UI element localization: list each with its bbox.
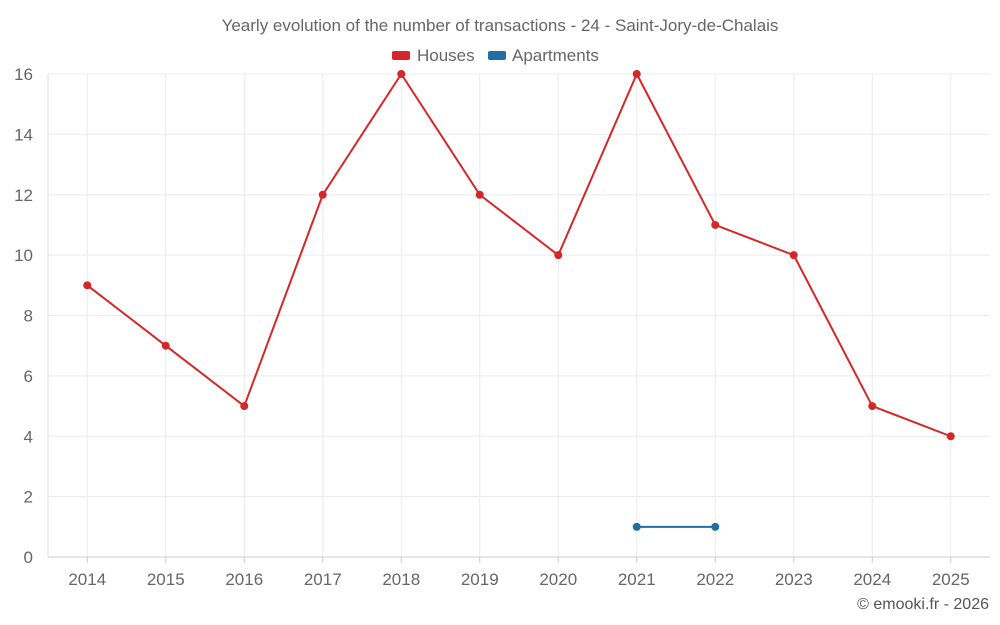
legend-swatch-houses bbox=[392, 51, 410, 60]
data-point-apartments-2021[interactable] bbox=[632, 522, 641, 531]
y-tick-label: 0 bbox=[24, 548, 33, 567]
y-tick-label: 10 bbox=[14, 246, 33, 265]
x-tick-label: 2025 bbox=[932, 570, 970, 589]
data-point-houses-2020[interactable] bbox=[554, 251, 563, 260]
data-point-houses-2021[interactable] bbox=[632, 70, 641, 78]
legend-swatch-apartments bbox=[488, 51, 506, 60]
x-tick-label: 2018 bbox=[382, 570, 420, 589]
y-tick-label: 16 bbox=[14, 65, 33, 84]
data-point-houses-2019[interactable] bbox=[475, 190, 484, 199]
chart-axes: 0 2 4 6 8 10 12 14 16 2014 2015 2016 2017 2018 2019 202… bbox=[14, 65, 990, 589]
data-point-apartments-2022[interactable] bbox=[711, 522, 720, 531]
data-point-houses-2023[interactable] bbox=[789, 251, 798, 260]
y-tick-label: 8 bbox=[24, 307, 33, 326]
chart-title: Yearly evolution of the number of transa… bbox=[222, 16, 779, 35]
x-tick-label: 2024 bbox=[853, 570, 891, 589]
chart-legend: Houses Apartments bbox=[392, 46, 599, 65]
x-tick-label: 2022 bbox=[696, 570, 734, 589]
chart-series bbox=[83, 70, 955, 531]
data-point-houses-2022[interactable] bbox=[711, 220, 720, 229]
y-tick-label: 4 bbox=[24, 427, 33, 446]
chart-grid bbox=[48, 73, 990, 558]
y-tick-label: 12 bbox=[14, 186, 33, 205]
data-point-houses-2024[interactable] bbox=[868, 402, 877, 411]
data-point-houses-2014[interactable] bbox=[83, 281, 92, 290]
series-apartments bbox=[632, 522, 720, 531]
x-tick-label: 2015 bbox=[147, 570, 185, 589]
legend-label-apartments: Apartments bbox=[512, 46, 599, 65]
copyright-credit: © emooki.fr - 2026 bbox=[857, 596, 989, 613]
data-point-houses-2015[interactable] bbox=[161, 341, 170, 350]
y-tick-label: 14 bbox=[14, 125, 33, 144]
data-point-houses-2017[interactable] bbox=[318, 190, 327, 199]
x-tick-label: 2016 bbox=[225, 570, 263, 589]
data-point-houses-2018[interactable] bbox=[397, 70, 406, 78]
x-tick-label: 2017 bbox=[304, 570, 342, 589]
x-tick-label: 2021 bbox=[618, 570, 656, 589]
series-line-houses bbox=[86, 73, 952, 438]
series-houses bbox=[83, 70, 955, 441]
legend-label-houses: Houses bbox=[417, 46, 475, 65]
x-tick-label: 2014 bbox=[68, 570, 106, 589]
x-tick-label: 2020 bbox=[539, 570, 577, 589]
data-point-houses-2025[interactable] bbox=[946, 432, 955, 441]
x-tick-label: 2019 bbox=[461, 570, 499, 589]
x-tick-label: 2023 bbox=[775, 570, 813, 589]
y-tick-label: 6 bbox=[24, 367, 33, 386]
y-tick-label: 2 bbox=[24, 488, 33, 507]
data-point-houses-2016[interactable] bbox=[240, 402, 249, 411]
